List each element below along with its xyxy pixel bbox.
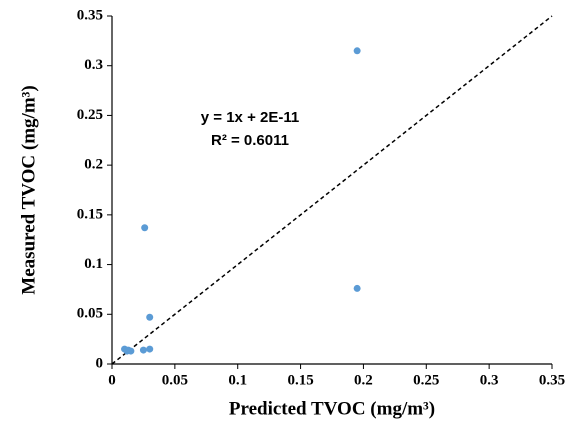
y-tick-label: 0.2 (84, 157, 103, 173)
point (139, 346, 147, 354)
point (353, 284, 361, 292)
point (353, 47, 361, 55)
x-tick-label: 0.35 (539, 372, 565, 388)
y-tick-label: 0.15 (77, 206, 103, 222)
x-tick-label: 0.05 (162, 372, 188, 388)
y-tick-label: 0.1 (84, 256, 103, 272)
y-tick-label: 0.35 (77, 7, 103, 23)
trendline (111, 15, 553, 365)
y-tick-label: 0.05 (77, 306, 103, 322)
x-tick-label: 0.15 (287, 372, 313, 388)
point (146, 345, 154, 353)
trend-equation: y = 1x + 2E-11 (201, 109, 299, 126)
y-tick-label: 0.25 (77, 107, 103, 123)
y-tick-label: 0.3 (84, 57, 103, 73)
x-tick-label: 0.3 (480, 372, 499, 388)
point (141, 224, 149, 232)
y-tick-label: 0 (96, 355, 104, 371)
y-axis-label: Measured TVOC (mg/m³) (18, 85, 39, 294)
x-axis-label: Predicted TVOC (mg/m³) (229, 398, 435, 419)
x-tick-label: 0.2 (354, 372, 373, 388)
x-tick-label: 0 (108, 372, 116, 388)
x-tick-label: 0.25 (413, 372, 439, 388)
x-tick-label: 0.1 (228, 372, 247, 388)
point (146, 313, 154, 321)
point (123, 347, 131, 355)
r-squared: R² = 0.6011 (211, 132, 289, 149)
